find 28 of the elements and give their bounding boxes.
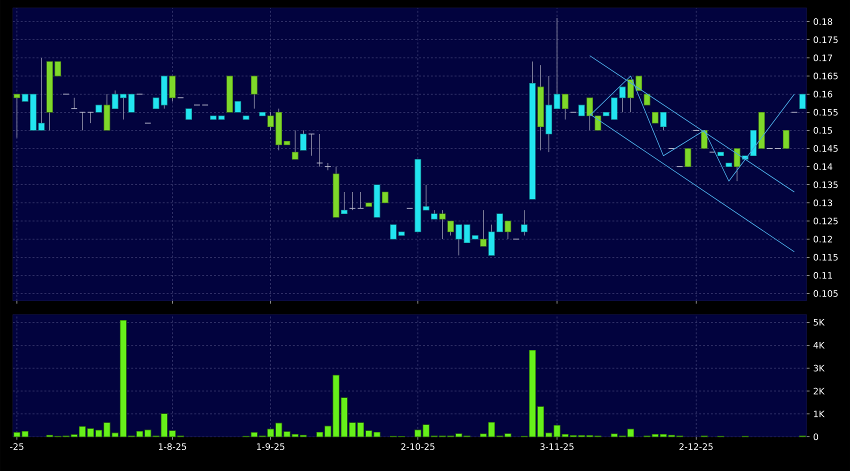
y-tick-label: 2K (814, 388, 825, 394)
y-tick-label: 0.125 (814, 217, 838, 224)
y-tick-label: 0 (814, 433, 818, 440)
y-tick-label: 0.13 (814, 199, 832, 206)
y-tick-label: 4K (813, 342, 825, 348)
y-tick-label: 0.14 (814, 163, 832, 170)
y-tick-label: 0.17 (814, 54, 832, 62)
x-tick-label: 1-8-25 (158, 443, 186, 450)
y-tick-label: 0.18 (814, 18, 832, 25)
y-tick-label: 5K (814, 318, 825, 326)
y-tick-label: 0.175 (814, 36, 838, 43)
x-tick-label: 3-11-25 (540, 443, 574, 450)
y-tick-label: 0.155 (814, 108, 838, 116)
y-tick-label: 1K (814, 410, 825, 417)
y-tick-label: 3K (814, 364, 825, 372)
y-tick-label: 0.165 (814, 72, 838, 80)
x-tick-label: 2-10-25 (401, 443, 434, 450)
y-tick-label: 0.115 (814, 254, 838, 260)
x-tick-label: 2-12-25 (679, 443, 713, 450)
y-tick-label: 0.16 (814, 90, 832, 98)
y-tick-label: 0.145 (814, 145, 838, 152)
x-tick-label: 1-9-25 (257, 443, 284, 450)
x-tick-label: -25 (10, 443, 24, 450)
y-tick-label: 0.135 (814, 181, 838, 188)
y-tick-label: 0.15 (814, 126, 832, 134)
y-tick-label: 0.12 (814, 236, 832, 242)
y-tick-label: 0.105 (814, 290, 838, 297)
y-tick-label: 0.11 (814, 272, 832, 279)
